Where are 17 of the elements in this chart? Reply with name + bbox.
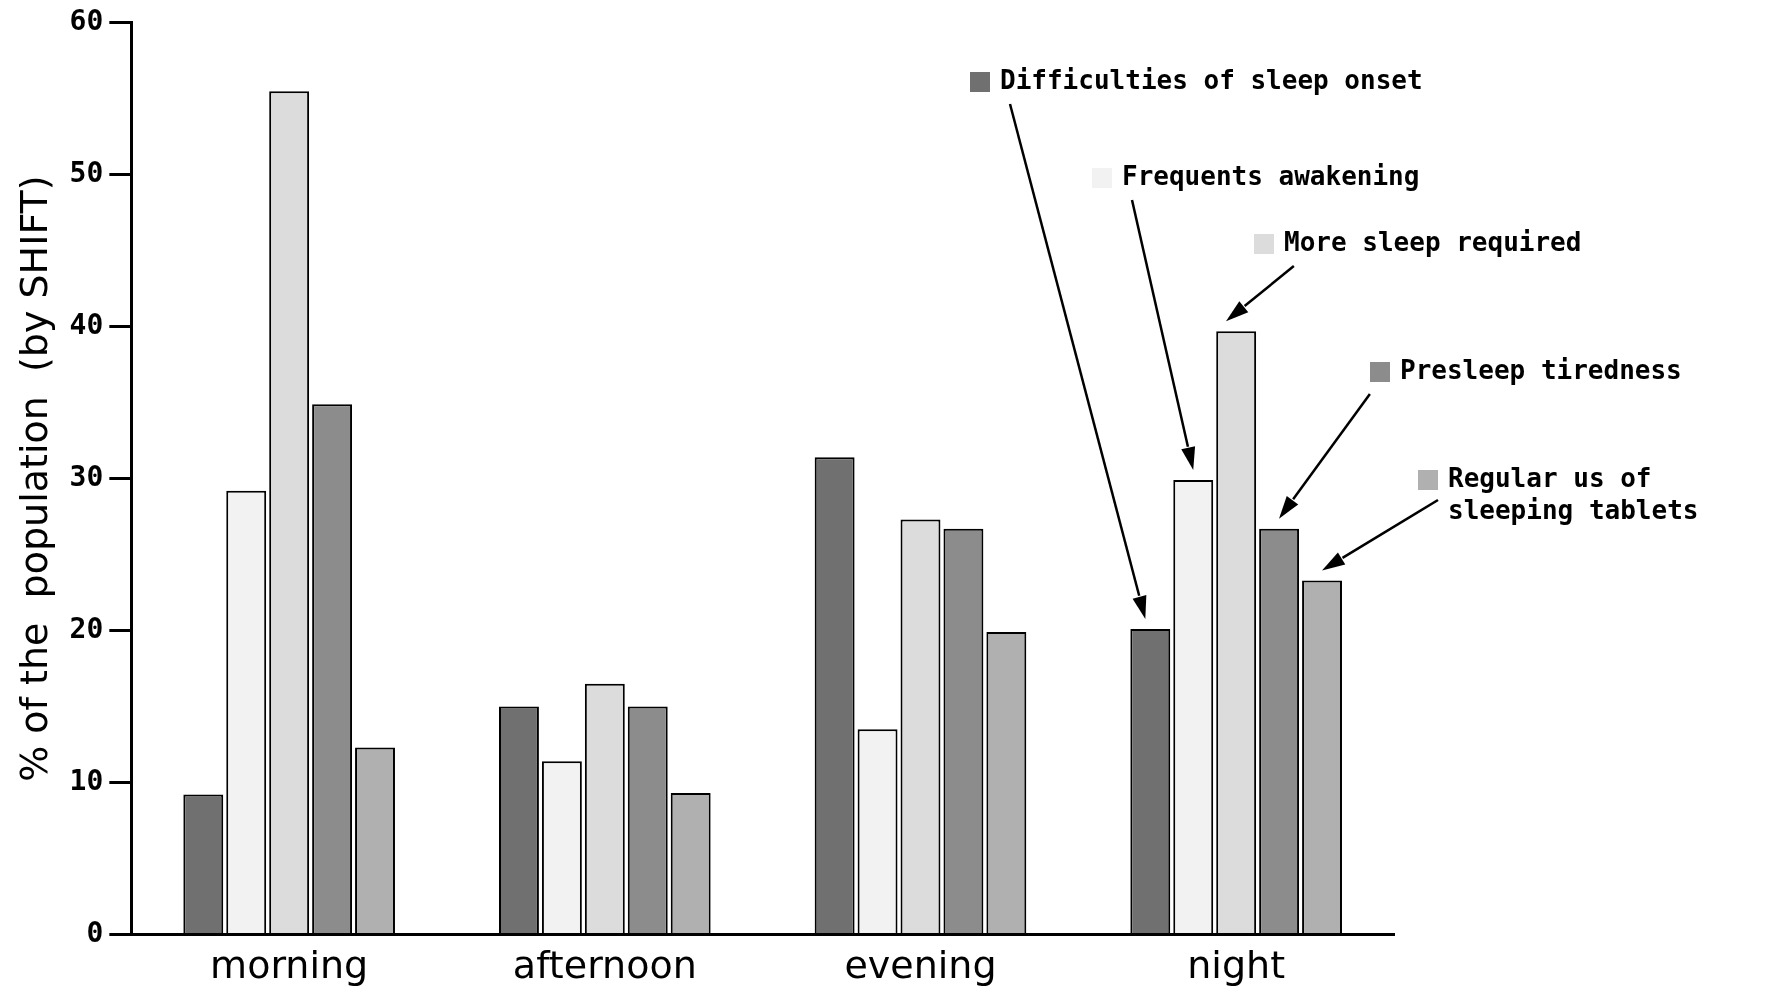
legend-label: Regular us of sleeping tablets <box>1448 462 1699 525</box>
legend-label: Frequents awakening <box>1122 160 1420 191</box>
y-tick-label: 20 <box>69 611 104 645</box>
legend-label: Difficulties of sleep onset <box>1000 64 1423 95</box>
x-tick-label: evening <box>844 943 997 988</box>
x-tick-label: morning <box>210 943 369 988</box>
y-tick-label: 60 <box>69 4 104 38</box>
x-tick-label: afternoon <box>512 943 697 988</box>
legend-label: More sleep required <box>1284 226 1582 257</box>
y-tick-label: 30 <box>69 459 104 493</box>
legend-label: Presleep tiredness <box>1400 354 1682 385</box>
y-tick-label: 40 <box>69 307 104 341</box>
y-tick-label: 0 <box>86 915 104 949</box>
y-tick-label: 50 <box>69 156 104 190</box>
y-axis-title: % of the population (by SHIFT) <box>11 175 56 782</box>
y-tick-label: 10 <box>69 763 104 797</box>
x-tick-label: night <box>1187 943 1286 988</box>
